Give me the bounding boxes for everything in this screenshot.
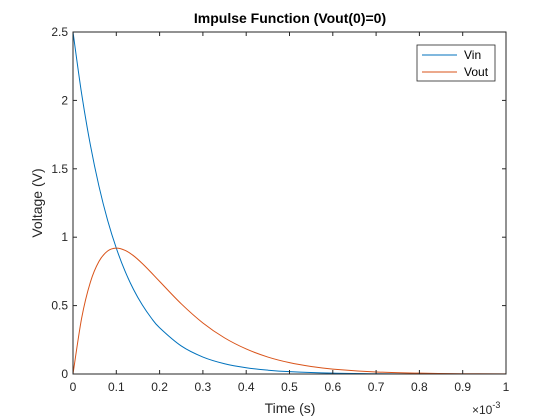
y-tick-label: 1.5 <box>51 162 68 176</box>
x-tick-label: 0.9 <box>454 380 471 394</box>
x-axis-label: Time (s) <box>265 400 316 416</box>
legend-label-vout: Vout <box>464 65 489 79</box>
y-tick-label: 2.5 <box>51 25 68 39</box>
y-tick-label: 1 <box>61 230 68 244</box>
x-tick-label: 0.6 <box>324 380 341 394</box>
x-tick-label: 0.1 <box>108 380 125 394</box>
plot-area <box>73 32 506 374</box>
y-tick-label: 0 <box>61 367 68 381</box>
x-tick-label: 0.7 <box>368 380 385 394</box>
y-axis-label: Voltage (V) <box>29 168 45 237</box>
legend-label-vin: Vin <box>464 48 481 62</box>
x-multiplier-base: ×10 <box>472 403 493 417</box>
legend: Vin Vout <box>417 45 495 81</box>
x-tick-label: 0 <box>70 380 77 394</box>
x-tick-label: 1 <box>503 380 510 394</box>
y-tick-label: 0.5 <box>51 299 68 313</box>
x-tick-label: 0.3 <box>195 380 212 394</box>
chart-title: Impulse Function (Vout(0)=0) <box>194 10 386 26</box>
x-tick-label: 0.4 <box>238 380 255 394</box>
x-axis-multiplier: ×10-3 <box>472 400 500 417</box>
y-tick-label: 2 <box>61 93 68 107</box>
x-tick-label: 0.8 <box>411 380 428 394</box>
x-tick-label: 0.2 <box>151 380 168 394</box>
x-multiplier-exponent: -3 <box>492 400 500 410</box>
x-tick-label: 0.5 <box>281 380 298 394</box>
